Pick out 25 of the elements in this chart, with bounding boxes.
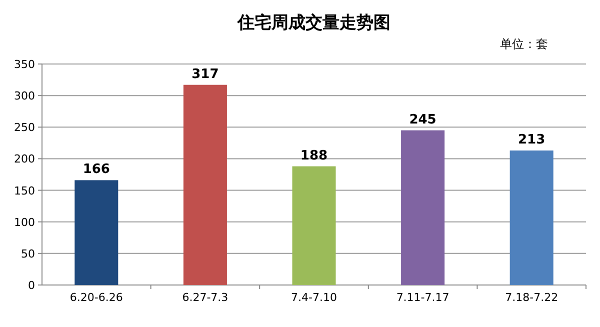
y-tick-label: 300	[14, 90, 35, 103]
y-tick-label: 100	[14, 216, 35, 229]
bar	[510, 150, 554, 285]
x-tick-label: 7.11-7.17	[396, 291, 450, 304]
data-label: 188	[300, 148, 328, 164]
text: 单位：套	[500, 37, 548, 51]
x-tick-label: 7.18-7.22	[505, 291, 558, 304]
chart-title: 住宅周成交量走势图	[236, 13, 390, 33]
y-tick-label: 150	[14, 184, 35, 198]
y-tick-label: 0	[28, 279, 35, 292]
bar	[183, 84, 227, 285]
bar	[401, 130, 445, 285]
data-label: 317	[192, 66, 219, 82]
y-tick-label: 250	[14, 121, 35, 134]
y-tick-label: 50	[21, 247, 35, 260]
x-tick-label: 7.4-7.10	[291, 291, 337, 304]
y-tick-label: 200	[14, 152, 35, 166]
bar	[74, 180, 118, 285]
data-label: 245	[409, 112, 436, 128]
x-tick-label: 6.20-6.26	[70, 291, 123, 304]
data-label: 166	[82, 162, 110, 178]
bar	[292, 166, 336, 285]
x-tick-label: 6.27-7.3	[182, 291, 228, 304]
y-tick-label: 350	[14, 58, 35, 71]
data-label: 213	[518, 132, 546, 148]
